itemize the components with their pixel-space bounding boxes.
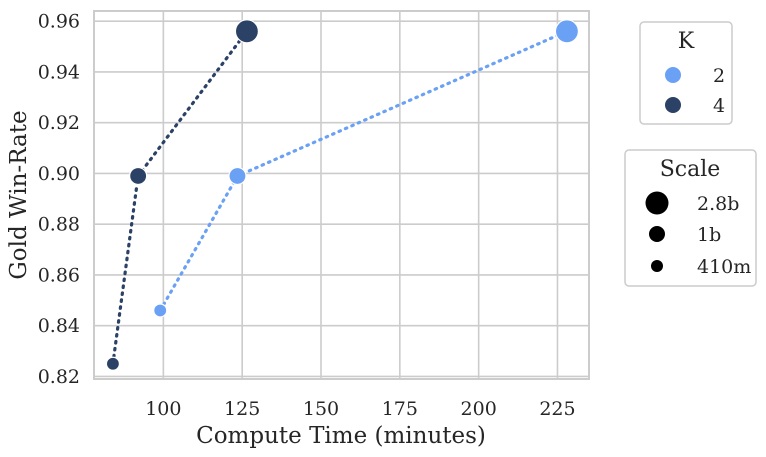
legend-k-label-4: 4 [713,95,725,117]
x-tick-label: 100 [145,398,181,420]
legend-scale-marker-large [645,191,669,215]
legend-scale-label-large: 2.8b [697,193,739,215]
legend-scale-label-small: 410m [697,256,751,278]
y-tick-label: 0.92 [38,112,80,134]
series-points [105,19,580,371]
legend-scale-marker-small [651,260,663,272]
x-tick-label: 225 [539,398,575,420]
y-tick-label: 0.96 [38,11,80,33]
y-tick-labels: 0.82 0.84 0.86 0.88 0.90 0.92 0.94 0.96 [38,11,80,388]
x-tick-labels: 100 125 150 175 200 225 [145,398,575,420]
legend-scale-frame [624,149,757,287]
x-tick-label: 200 [461,398,497,420]
data-point-k2-2.8b [554,19,580,44]
legend-scale: Scale 2.8b 1b 410m [624,149,757,287]
y-tick-label: 0.88 [38,214,80,236]
y-tick-label: 0.82 [38,366,80,388]
data-point-k4-1b [129,166,148,186]
x-tick-label: 150 [303,398,339,420]
x-tick-label: 175 [382,398,418,420]
y-tick-label: 0.94 [38,61,80,83]
plot-frame [93,10,590,380]
x-axis-label: Compute Time (minutes) [196,423,486,449]
legend-k-marker-4 [665,97,681,113]
legend-k-marker-2 [665,67,681,83]
legend-k-label-2: 2 [713,65,725,87]
y-tick-label: 0.86 [38,264,80,286]
plot-area [94,11,589,379]
legend-scale-marker-medium [649,226,665,242]
legend-k-title: K [678,29,695,54]
legend-k: K 2 4 [639,21,733,125]
data-point-k2-1b [228,166,247,186]
legend-scale-title: Scale [660,157,721,182]
y-tick-label: 0.84 [38,315,80,337]
x-tick-label: 125 [224,398,260,420]
y-axis-label: Gold Win-Rate [6,110,32,279]
y-tick-label: 0.90 [38,163,80,185]
data-point-k4-2.8b [234,19,260,44]
grid [94,11,589,379]
data-point-k2-410m [153,303,168,318]
data-point-k4-410m [105,356,121,371]
legend-scale-label-medium: 1b [697,224,721,246]
legend-k-frame [639,21,733,125]
